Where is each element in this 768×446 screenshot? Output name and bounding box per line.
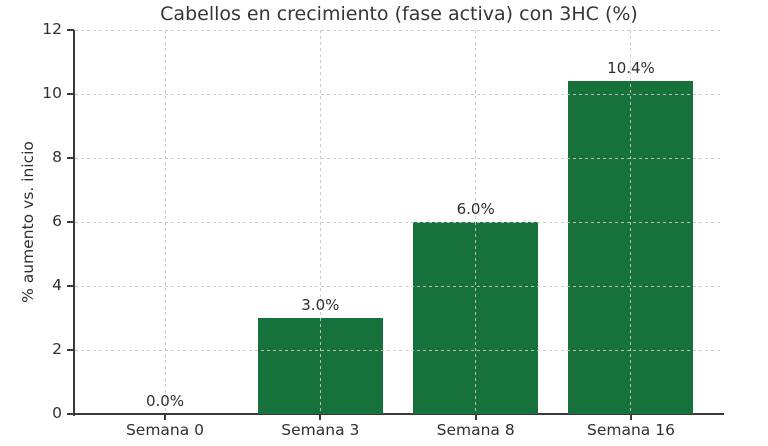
- y-tick-mark: [67, 349, 74, 351]
- h-gridline: [75, 157, 723, 159]
- y-tick-label: 8: [52, 148, 62, 166]
- y-tick-mark: [67, 221, 74, 223]
- v-gridline: [319, 30, 321, 414]
- h-gridline: [75, 29, 723, 31]
- y-tick-mark: [67, 93, 74, 95]
- y-tick-label: 4: [52, 276, 62, 294]
- h-gridline: [75, 349, 723, 351]
- y-tick-mark: [67, 29, 74, 31]
- h-gridline: [75, 285, 723, 287]
- x-tick-mark: [164, 414, 166, 420]
- v-gridline: [164, 30, 166, 414]
- bar-value-label: 10.4%: [607, 59, 655, 78]
- x-axis-spine: [73, 413, 724, 415]
- y-tick-mark: [67, 413, 74, 415]
- y-tick-label: 0: [52, 404, 62, 422]
- y-tick-mark: [67, 285, 74, 287]
- x-tick-label: Semana 0: [125, 421, 205, 439]
- y-tick-label: 10: [42, 84, 62, 102]
- x-tick-mark: [474, 414, 477, 420]
- x-tick-mark: [319, 414, 322, 420]
- bar-value-label: 0.0%: [145, 392, 185, 410]
- y-axis-spine: [73, 30, 75, 416]
- y-tick-mark: [67, 157, 74, 159]
- h-gridline: [75, 93, 723, 95]
- x-tick-mark: [630, 414, 632, 420]
- h-gridline: [75, 221, 723, 223]
- y-tick-label: 6: [52, 212, 62, 230]
- bar-value-label: 3.0%: [301, 296, 340, 314]
- x-tick-label: Semana 3: [281, 421, 360, 439]
- bar-value-label: 6.0%: [456, 200, 495, 218]
- x-tick-label: Semana 16: [587, 421, 675, 439]
- y-tick-label: 12: [42, 20, 62, 38]
- v-gridline: [630, 30, 632, 414]
- chart-title: Cabellos en crecimiento (fase activa) co…: [160, 3, 638, 25]
- y-tick-label: 2: [52, 340, 62, 358]
- v-gridline: [475, 30, 477, 414]
- x-tick-label: Semana 8: [436, 421, 515, 439]
